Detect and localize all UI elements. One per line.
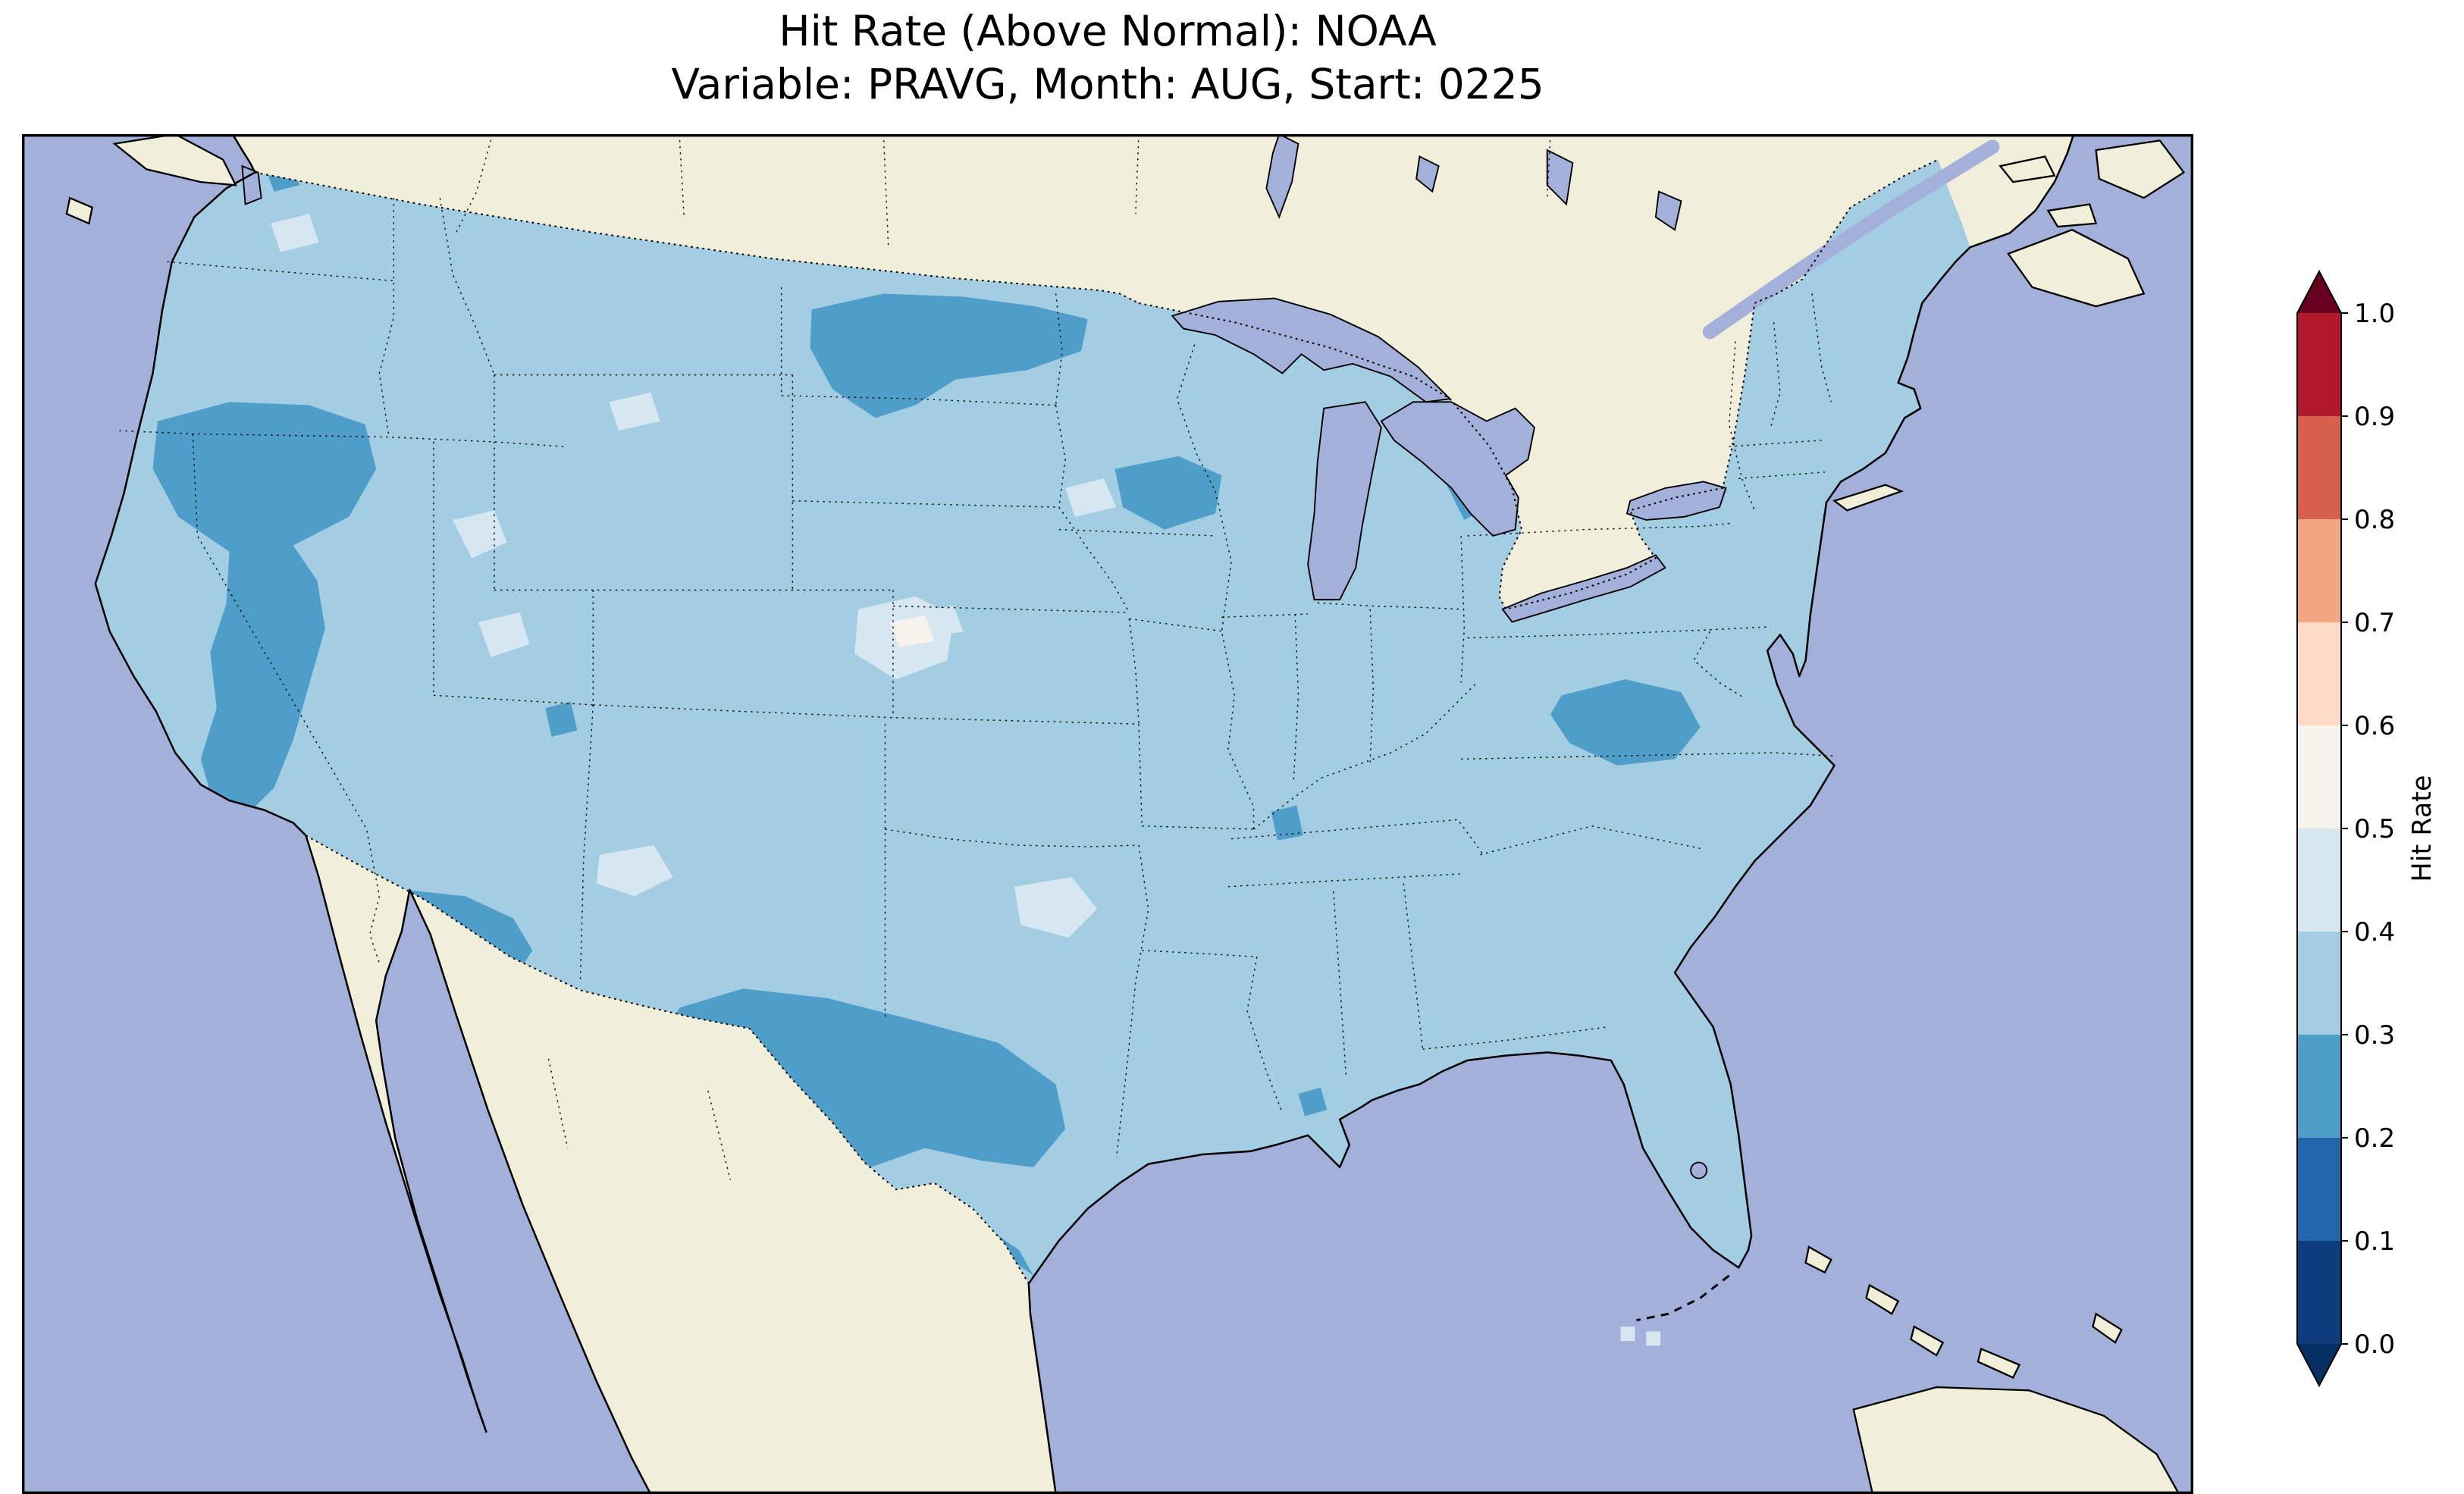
- newfoundland: [2095, 139, 2186, 199]
- colorbar-segment: [2297, 828, 2341, 932]
- hit-rate-patch: [1114, 456, 1222, 530]
- colorbar-tick-label: 0.0: [2354, 1330, 2395, 1360]
- colorbar-arrow-above: [2297, 271, 2341, 313]
- lake-michigan: [1307, 401, 1382, 601]
- hit-rate-patch: [609, 392, 660, 431]
- colorbar-segment: [2297, 313, 2341, 416]
- colorbar-tick-label: 0.5: [2354, 814, 2395, 844]
- chart-title-block: Hit Rate (Above Normal): NOAA Variable: …: [22, 5, 2193, 111]
- bahamas-island: [1910, 1325, 1945, 1357]
- hit-rate-patch: [1646, 1331, 1661, 1346]
- nova-scotia: [2007, 228, 2146, 308]
- hit-rate-patch: [1065, 478, 1117, 517]
- cuba: [1852, 1386, 2180, 1494]
- anticosti-island: [1998, 155, 2056, 183]
- florida-keys: [1636, 1274, 1730, 1322]
- bahamas-island: [2092, 1312, 2123, 1344]
- canada-lake: [1415, 155, 1440, 193]
- chart-subtitle: Variable: PRAVG, Month: AUG, Start: 0225: [671, 60, 1544, 109]
- colorbar-segment: [2297, 1138, 2341, 1241]
- bahamas-island: [1977, 1348, 2021, 1379]
- hit-rate-patch: [596, 845, 673, 897]
- state-borders: [119, 134, 1835, 1180]
- colorbar-tick-label: 0.4: [2354, 917, 2395, 947]
- hit-rate-patch: [1271, 805, 1303, 841]
- map-frame: [22, 134, 2193, 1494]
- hit-rate-patch: [1550, 679, 1701, 766]
- chart-title: Hit Rate (Above Normal): NOAA: [779, 7, 1437, 55]
- hit-rate-patch: [1620, 1326, 1635, 1342]
- puget-sound: [241, 164, 262, 205]
- bc-coast-island: [65, 196, 93, 225]
- colorbar-tick-label: 1.0: [2354, 299, 2395, 329]
- long-island: [1832, 484, 1904, 512]
- colorbar-segment: [2297, 932, 2341, 1035]
- hit-rate-patch: [152, 402, 377, 553]
- hit-rate-patch: [200, 545, 325, 817]
- colorbar-segment: [2297, 725, 2341, 828]
- bahamas-island: [1804, 1245, 1832, 1274]
- hit-rate-patch: [889, 615, 935, 648]
- st-lawrence-river: [1702, 139, 2000, 340]
- coastline: [94, 134, 2075, 1494]
- hit-rate-patch: [810, 293, 1088, 418]
- hit-rate-patch: [453, 510, 507, 559]
- colorbar-tick-label: 0.1: [2354, 1226, 2395, 1257]
- colorbar-arrow-below: [2297, 1344, 2341, 1386]
- colorbar: 1.0 0.9 0.8 0.7 0.6 0.5 0.4 0.3 0.2 0.1 0.0 Hit Rat…: [2296, 269, 2437, 1388]
- colorbar-segment: [2297, 519, 2341, 622]
- lake-huron: [1380, 401, 1535, 537]
- colorbar-label: Hit Rate: [2407, 775, 2437, 882]
- colorbar-segment: [2297, 1035, 2341, 1138]
- prince-edward-island: [2046, 203, 2098, 228]
- lake-okeechobee: [1690, 1161, 1708, 1179]
- conus-base-fill: [95, 159, 1970, 1284]
- colorbar-segment: [2297, 1241, 2341, 1344]
- hit-rate-patch: [271, 214, 319, 252]
- hit-rate-patch: [1014, 877, 1098, 938]
- canada-lake: [1546, 149, 1574, 206]
- islands: [65, 134, 2186, 1494]
- colorbar-tick-label: 0.3: [2354, 1020, 2395, 1051]
- us-hit-rate-map: [22, 134, 2193, 1494]
- colorbar-tick-label: 0.8: [2354, 505, 2395, 535]
- lake-erie: [1501, 554, 1666, 623]
- canada-lake: [1654, 190, 1682, 231]
- canada-lake: [1265, 134, 1299, 219]
- bahamas-island: [1865, 1283, 1900, 1315]
- lake-ontario: [1625, 481, 1727, 521]
- vancouver-island: [112, 134, 237, 186]
- hit-rate-patch: [1298, 1087, 1328, 1117]
- colorbar-tick-label: 0.7: [2354, 608, 2395, 638]
- colorbar-tick-label: 0.6: [2354, 711, 2395, 741]
- colorbar-tick-label: 0.9: [2354, 402, 2395, 432]
- hit-rate-patch: [545, 701, 578, 737]
- colorbar-segment: [2297, 416, 2341, 519]
- colorbar-tick-label: 0.2: [2354, 1123, 2395, 1154]
- colorbar-segment: [2297, 622, 2341, 725]
- hit-rate-patch: [478, 612, 530, 657]
